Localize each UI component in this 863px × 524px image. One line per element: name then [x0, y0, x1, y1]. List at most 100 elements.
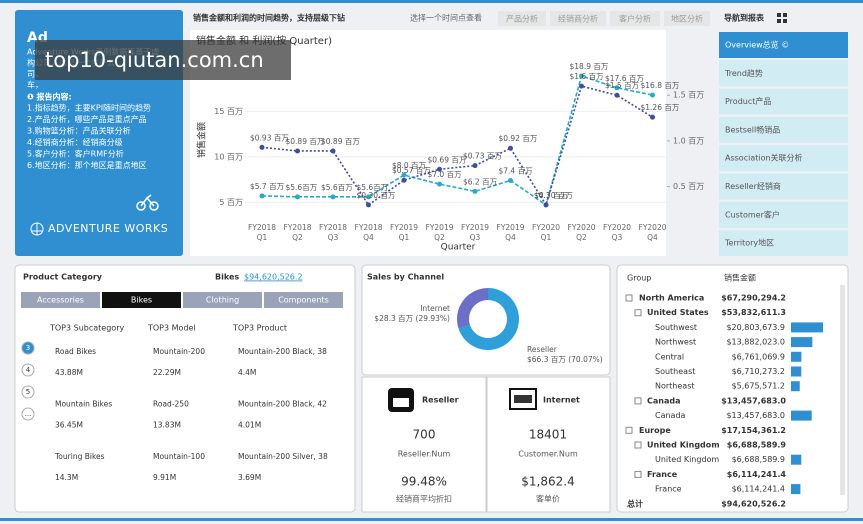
scrollbar[interactable] [840, 285, 845, 495]
line-point [437, 166, 442, 172]
product-panel [14, 264, 356, 513]
expand-toggle[interactable] [634, 397, 642, 405]
selected-value: $94,620,526.2 [244, 273, 303, 282]
page-button[interactable] [21, 385, 35, 399]
data-label: $0.89 百万 [286, 137, 325, 146]
expand-toggle[interactable] [625, 426, 633, 434]
line-point [366, 194, 371, 200]
report-item: 5.客户分析：客户RMF分析 [27, 149, 124, 159]
chart-title: 销售金额 和 利润(按 Quarter) [196, 34, 332, 47]
category-tab-label: Accessories [37, 296, 84, 305]
data-label: $0.69 百万 [428, 155, 467, 164]
top-item-value: 43.88M [55, 368, 83, 377]
top-item-name: Mountain-200 Black, 38 [238, 347, 327, 356]
category-tab[interactable] [183, 292, 262, 308]
nav-item[interactable] [719, 88, 848, 115]
expand-toggle[interactable] [634, 309, 642, 317]
data-label: $17.6 百万 [605, 74, 644, 83]
header-button[interactable] [610, 11, 660, 26]
nav-item[interactable] [719, 60, 848, 87]
card-label: Customer.Num [518, 450, 578, 459]
header-button[interactable] [664, 11, 710, 26]
data-label: $0.73 百万 [463, 152, 502, 161]
report-item: 3.购物篮分析：产品关联分析 [27, 126, 131, 136]
nav-icon[interactable] [777, 13, 787, 23]
line-point [650, 114, 655, 120]
top-item-value: 3.69M [238, 473, 261, 482]
top-item-value: 4.01M [238, 421, 261, 430]
intro-line: 车， [27, 80, 43, 90]
expand-toggle[interactable] [634, 470, 642, 478]
internet-card [486, 376, 611, 513]
page-label: 4 [26, 366, 31, 374]
report-item: 1.指标趋势，主要KPI随时间的趋势 [27, 103, 151, 113]
data-label: $0.30 百万 [357, 191, 396, 200]
x-tick-label: FY2019 Q4 [497, 223, 525, 242]
category-tab-label: Bikes [131, 296, 152, 305]
value-bar [791, 351, 802, 362]
category-tab[interactable] [102, 292, 181, 308]
slice-name: Reseller [527, 345, 558, 354]
expand-toggle[interactable] [634, 441, 642, 449]
value-bar [791, 337, 813, 348]
reseller-icon [388, 388, 414, 412]
row-name: Canada [655, 411, 686, 420]
row-name: United States [647, 308, 709, 317]
nav-item[interactable] [719, 32, 848, 58]
data-label: $18.9 百万 [570, 62, 609, 71]
page-button[interactable] [21, 341, 35, 355]
data-label: $4.7 百万 [534, 191, 569, 200]
slice-name: Internet [420, 304, 450, 313]
nav-item-label: Customer客户 [725, 209, 780, 219]
x-tick-label: FY2019 Q1 [390, 223, 418, 242]
nav-item-label: Association关联分析 [725, 153, 803, 163]
nav-item[interactable] [719, 173, 848, 200]
total-name: 总计 [627, 499, 643, 509]
report-heading: ❶ 报告内容: [27, 92, 72, 102]
value-bar [791, 454, 802, 465]
slice-label: $66.3 百万 (70.07%) [527, 355, 603, 364]
category-tab-label: Components [278, 296, 329, 305]
category-tab[interactable] [21, 292, 100, 308]
card-title: Reseller [422, 396, 459, 405]
bottom-bar [0, 518, 863, 521]
row-value: $6,710,273.2 [732, 367, 785, 376]
table-header: Group [627, 274, 651, 283]
line-point [614, 92, 620, 98]
data-label: $5.6百万 [357, 183, 389, 192]
card-label: 客单价 [536, 494, 560, 504]
top-item-value: 14.3M [55, 473, 78, 482]
top-item-name: Mountain-200 Black, 42 [238, 400, 327, 409]
row-name: France [647, 470, 678, 479]
header-button[interactable] [498, 11, 546, 26]
data-label: $0.57 百万 [392, 166, 431, 175]
data-label: $1.5 百万 [605, 81, 640, 90]
row-name: Central [655, 352, 684, 361]
line-point [437, 181, 442, 187]
x-tick-label: FY2020 Q1 [532, 223, 560, 242]
row-value: $6,114,241.4 [732, 485, 785, 494]
report-item: 6.地区分析：那个地区是重点地区 [27, 160, 147, 170]
nav-item[interactable] [719, 145, 848, 172]
page-button[interactable] [21, 407, 35, 421]
internet-icon [509, 388, 537, 410]
nav-item[interactable] [719, 230, 848, 257]
expand-toggle[interactable] [625, 294, 633, 302]
line-point [508, 145, 513, 151]
value-bar [791, 381, 800, 392]
brand-logo [30, 222, 44, 236]
card-metric: $1,862.4 [521, 475, 574, 489]
y-tick-label: 10 百万 [214, 152, 243, 161]
category-tab[interactable] [264, 292, 343, 308]
nav-item[interactable] [719, 201, 848, 228]
card-metric: 18401 [529, 428, 567, 442]
page-button[interactable] [21, 363, 35, 377]
header-button-label: 地区分析 [671, 14, 703, 24]
header-button-label: 客户分析 [619, 14, 651, 24]
header-button[interactable] [550, 11, 606, 26]
top-item-name: Road-250 [153, 400, 189, 409]
data-label: $7.0 百万 [428, 170, 463, 179]
nav-item[interactable] [719, 116, 848, 143]
x-tick-label: FY2018 Q4 [355, 223, 383, 242]
data-label: $16.8 百万 [641, 81, 680, 90]
